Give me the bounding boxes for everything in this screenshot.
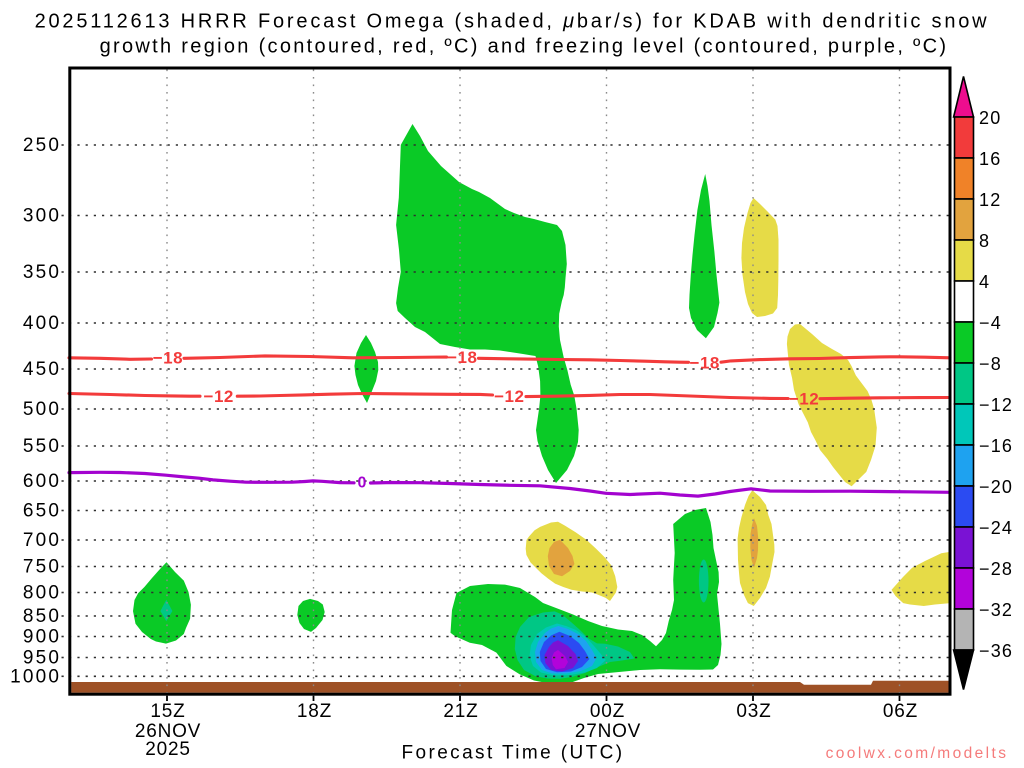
svg-text:2025112613 HRRR Forecast Omega: 2025112613 HRRR Forecast Omega (shaded, …	[35, 11, 990, 33]
svg-text:27NOV: 27NOV	[575, 721, 641, 742]
svg-text:2025: 2025	[145, 739, 190, 760]
svg-text:06Z: 06Z	[883, 701, 918, 722]
svg-text:00Z: 00Z	[590, 701, 625, 722]
svg-text:16: 16	[979, 149, 1001, 169]
svg-text:700: 700	[23, 530, 61, 551]
svg-text:950: 950	[23, 648, 61, 669]
svg-text:20: 20	[979, 108, 1001, 128]
svg-text:18Z: 18Z	[297, 701, 332, 722]
svg-text:−8: −8	[979, 354, 1002, 374]
svg-text:−20: −20	[979, 477, 1013, 497]
svg-text:550: 550	[23, 436, 61, 457]
svg-text:300: 300	[23, 206, 61, 227]
svg-text:0: 0	[357, 475, 366, 492]
svg-text:−12: −12	[789, 389, 819, 408]
svg-text:−16: −16	[979, 436, 1013, 456]
svg-text:−18: −18	[690, 354, 720, 373]
svg-text:−12: −12	[204, 387, 234, 406]
svg-text:15Z: 15Z	[150, 701, 185, 722]
svg-text:−36: −36	[979, 641, 1013, 661]
svg-text:−18: −18	[447, 348, 477, 367]
svg-text:−28: −28	[979, 559, 1013, 579]
svg-text:4: 4	[979, 272, 990, 292]
svg-text:−24: −24	[979, 518, 1013, 538]
svg-text:21Z: 21Z	[443, 701, 478, 722]
svg-text:8: 8	[979, 231, 990, 251]
svg-text:26NOV: 26NOV	[135, 721, 201, 742]
svg-text:03Z: 03Z	[736, 701, 771, 722]
svg-text:−4: −4	[979, 313, 1002, 333]
svg-text:350: 350	[23, 262, 61, 283]
svg-text:−32: −32	[979, 600, 1013, 620]
svg-text:900: 900	[23, 627, 61, 648]
svg-text:450: 450	[23, 359, 61, 380]
svg-text:500: 500	[23, 399, 61, 420]
svg-text:growth region (contoured, red,: growth region (contoured, red, ºC) and f…	[100, 36, 949, 58]
svg-text:800: 800	[23, 583, 61, 604]
svg-text:750: 750	[23, 557, 61, 578]
svg-text:650: 650	[23, 501, 61, 522]
svg-text:−12: −12	[494, 387, 524, 406]
svg-text:−12: −12	[979, 395, 1013, 415]
svg-text:Forecast Time (UTC): Forecast Time (UTC)	[402, 743, 625, 764]
svg-text:12: 12	[979, 190, 1001, 210]
svg-text:coolwx.com/modelts: coolwx.com/modelts	[826, 745, 1009, 762]
svg-text:1000: 1000	[10, 666, 61, 687]
svg-text:−18: −18	[153, 349, 183, 368]
svg-text:400: 400	[23, 313, 61, 334]
svg-text:250: 250	[23, 135, 61, 156]
svg-text:600: 600	[23, 471, 61, 492]
svg-text:850: 850	[23, 606, 61, 627]
